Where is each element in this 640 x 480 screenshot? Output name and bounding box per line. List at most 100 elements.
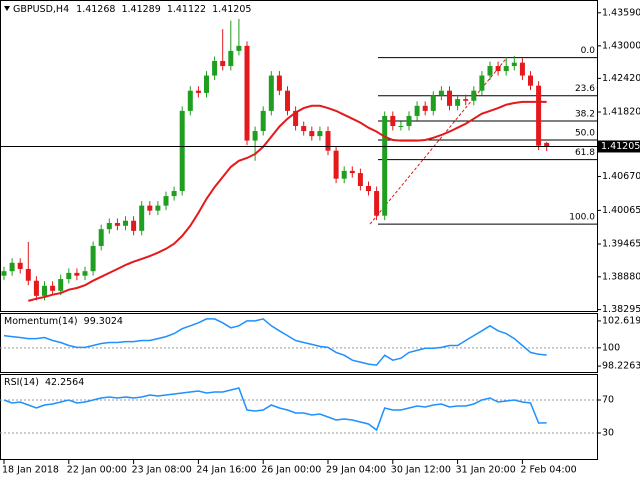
candle-body [495, 66, 501, 72]
candle-body [544, 142, 550, 147]
indicator-line [3, 318, 547, 366]
y-tick-label: 1.40670 [602, 171, 640, 182]
y-tick-label: 30 [602, 428, 614, 439]
candle-body [187, 90, 193, 111]
candle-body [252, 131, 258, 141]
y-tick-label: 100 [602, 342, 620, 353]
current-price-box [598, 140, 640, 153]
moving-average [28, 100, 547, 302]
candle-body [487, 66, 493, 76]
momentum-value: 99.3024 [84, 316, 123, 327]
candle-body [528, 75, 533, 86]
candle-body [414, 105, 420, 116]
candle-body [147, 205, 153, 211]
x-tick-label: 24 Jan 16:00 [196, 465, 256, 476]
candle-body [179, 110, 185, 192]
candle-body [382, 115, 388, 216]
y-tick-label: 1.38295 [602, 304, 640, 315]
header-high: 1.41289 [121, 4, 160, 15]
fib-label: 38.2 [575, 109, 595, 119]
candle-body [422, 105, 428, 111]
plot-layer: 1.43590 1.43000 1.42420 1.41820 1.40670 1.400… [0, 7, 640, 476]
candle-body [228, 50, 234, 67]
candle-body [406, 115, 412, 127]
candle-body [536, 85, 542, 146]
candle-body [301, 126, 307, 132]
y-tick-label: 102.6196 [602, 315, 640, 326]
fib-trend-line [369, 57, 508, 225]
candle-body [33, 280, 39, 296]
x-tick-label: 22 Jan 00:00 [67, 465, 127, 476]
x-tick-label: 2 Feb 04:00 [520, 465, 576, 476]
candle-body [455, 99, 461, 106]
rsi-panel-frame [0, 374, 598, 460]
header-low: 1.41122 [167, 4, 206, 15]
candle-body [438, 90, 444, 96]
fib-label: 100.0 [569, 213, 595, 223]
candle-body [106, 222, 112, 230]
candle-body [123, 220, 128, 226]
candle-body [131, 220, 137, 231]
rsi-title: RSI(14) [4, 377, 39, 388]
candle-body [463, 99, 469, 101]
header-open: 1.41268 [76, 4, 115, 15]
candle-body [309, 131, 315, 137]
price-panel-frame [0, 0, 598, 312]
y-tick-label: 1.40065 [602, 205, 640, 216]
candle-body [276, 75, 282, 91]
candle-body [341, 170, 347, 179]
y-tick-label: 1.43000 [602, 40, 640, 51]
fib-label: 0.0 [581, 46, 596, 56]
candle-body [98, 229, 104, 246]
candle-body [236, 45, 242, 51]
y-tick-label: 1.38880 [602, 271, 640, 282]
candle-body [511, 62, 517, 67]
y-tick-label: 1.41820 [602, 106, 640, 117]
x-tick-label: 23 Jan 08:00 [132, 465, 192, 476]
candle-body [82, 271, 88, 276]
fib-label: 23.6 [575, 84, 595, 94]
candle-body [220, 60, 226, 67]
candle-body [293, 110, 299, 127]
symbol-icon [4, 6, 10, 11]
fib-label: 61.8 [575, 148, 595, 158]
momentum-title: Momentum(14) [4, 316, 78, 327]
momentum-panel-frame [0, 313, 598, 373]
candle-body [58, 279, 64, 291]
rsi-header: RSI(14) 42.2564 [4, 377, 84, 388]
candle-body [90, 245, 96, 272]
candle-body [503, 66, 509, 72]
candle-body [333, 150, 339, 179]
candle-body [74, 272, 80, 276]
x-tick-label: 31 Jan 20:00 [456, 465, 516, 476]
chart-header: GBPUSD,H4 1.41268 1.41289 1.41122 1.4120… [13, 4, 251, 15]
header-close: 1.41205 [212, 4, 251, 15]
candle-body [114, 222, 120, 226]
candle-body [9, 262, 15, 272]
x-tick-label: 26 Jan 00:00 [261, 465, 321, 476]
candle-body [349, 170, 355, 174]
candle-body [430, 95, 436, 111]
candle-body [471, 90, 477, 101]
indicator-line [3, 387, 547, 432]
y-tick-label: 1.42420 [602, 73, 640, 84]
candle-body [244, 45, 250, 141]
candle-body [317, 131, 323, 137]
symbol: GBPUSD,H4 [13, 4, 69, 15]
candle-body [366, 185, 371, 192]
candle-body [1, 271, 7, 276]
candle-body [357, 173, 363, 186]
candle-body [204, 75, 209, 93]
candle-body [155, 205, 161, 211]
x-tick-label: 18 Jan 2018 [2, 465, 59, 476]
candle-body [25, 268, 31, 281]
candle-body [139, 205, 145, 231]
candle-body [268, 75, 274, 111]
y-tick-label: 98.2263 [602, 361, 640, 372]
candle-body [374, 191, 380, 216]
rsi-value: 42.2564 [45, 377, 84, 388]
candle-body [390, 115, 396, 127]
